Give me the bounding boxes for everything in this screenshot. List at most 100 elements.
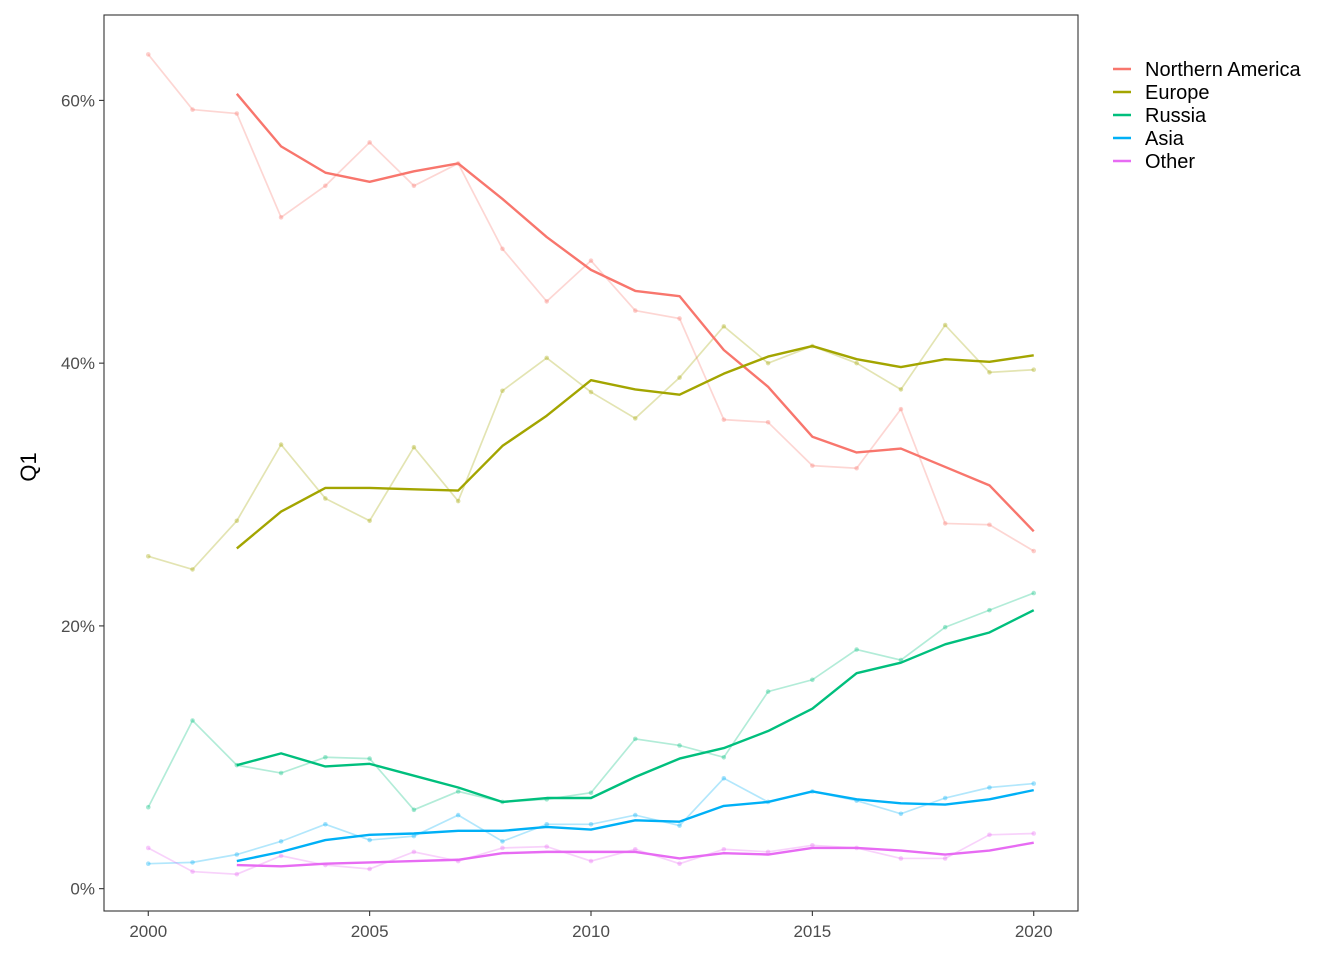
legend-label: Europe — [1145, 82, 1210, 104]
data-point — [677, 743, 682, 748]
data-point — [323, 183, 328, 189]
legend-item-russia: Russia — [1113, 105, 1207, 127]
data-point — [367, 756, 372, 761]
y-tick-label: 20% — [61, 617, 95, 636]
series-layer — [145, 52, 1037, 877]
data-point — [500, 845, 505, 851]
data-point — [367, 518, 372, 524]
data-point — [500, 246, 505, 252]
data-point — [588, 821, 594, 827]
data-point — [987, 607, 992, 613]
data-point — [765, 419, 771, 425]
data-point — [721, 776, 727, 781]
data-point — [721, 754, 727, 760]
legend-label: Other — [1145, 151, 1195, 173]
data-point — [1031, 548, 1037, 554]
raw-line-northern-america — [147, 53, 1035, 552]
data-point — [854, 360, 859, 366]
trend-line-other — [236, 841, 1034, 868]
data-point — [677, 861, 682, 867]
data-point — [234, 852, 240, 857]
data-point — [190, 869, 195, 874]
data-point — [544, 821, 550, 827]
data-point — [765, 689, 771, 694]
data-point — [898, 406, 904, 412]
data-point — [987, 522, 992, 528]
data-point — [588, 389, 594, 395]
data-point — [987, 832, 992, 838]
data-point — [278, 839, 284, 844]
data-point — [278, 215, 284, 220]
y-axis: 0% 20% 40% 60% — [61, 91, 104, 899]
raw-line-russia — [147, 592, 1035, 811]
x-tick-label: 2000 — [129, 922, 167, 941]
data-point — [721, 324, 727, 329]
data-point — [1031, 367, 1037, 373]
series-raw-northern-america — [145, 52, 1037, 554]
trend-line-northern-america — [235, 93, 1035, 533]
data-point — [234, 111, 240, 116]
data-point — [411, 444, 417, 450]
data-point — [721, 846, 727, 852]
data-point — [455, 498, 461, 504]
data-point — [544, 299, 550, 304]
data-point — [987, 370, 992, 375]
data-point — [367, 140, 372, 145]
data-point — [1031, 781, 1037, 786]
series-raw-europe — [145, 322, 1037, 572]
data-point — [190, 860, 195, 865]
data-point — [942, 521, 948, 526]
data-point — [810, 677, 815, 683]
data-point — [632, 846, 638, 852]
data-point — [455, 789, 461, 794]
data-point — [278, 853, 284, 859]
data-point — [854, 465, 859, 471]
data-point — [278, 770, 284, 776]
series-raw-russia — [145, 590, 1037, 813]
data-point — [234, 871, 240, 877]
x-tick-label: 2020 — [1015, 922, 1053, 941]
data-point — [942, 856, 948, 861]
x-tick-label: 2010 — [572, 922, 610, 941]
legend-item-asia: Asia — [1113, 128, 1185, 150]
data-point — [721, 417, 727, 422]
data-point — [145, 804, 151, 810]
data-point — [765, 360, 771, 366]
data-point — [854, 647, 859, 652]
data-point — [632, 416, 638, 421]
data-point — [367, 837, 372, 843]
data-point — [765, 849, 771, 855]
data-point — [632, 736, 638, 742]
plot-panel-border — [103, 14, 1079, 912]
data-point — [190, 718, 195, 723]
data-point — [323, 496, 328, 501]
y-tick-label: 40% — [61, 354, 95, 373]
data-point — [898, 387, 904, 392]
legend-label: Russia — [1145, 105, 1207, 127]
data-point — [145, 861, 151, 867]
data-point — [500, 839, 505, 844]
data-point — [942, 624, 948, 630]
data-point — [145, 553, 151, 559]
data-point — [278, 442, 284, 447]
data-point — [367, 866, 372, 872]
data-point — [411, 833, 417, 839]
data-point — [500, 388, 505, 394]
data-point — [145, 845, 151, 851]
data-point — [588, 258, 594, 263]
data-point — [411, 849, 417, 855]
data-point — [810, 463, 815, 468]
x-tick-label: 2005 — [351, 922, 389, 941]
data-point — [190, 567, 195, 572]
data-point — [898, 811, 904, 817]
data-point — [190, 107, 195, 112]
series-raw-other — [145, 831, 1037, 877]
legend-item-other: Other — [1113, 151, 1195, 173]
data-point — [323, 821, 328, 827]
x-tick-label: 2015 — [793, 922, 831, 941]
data-point — [588, 790, 594, 796]
legend-item-europe: Europe — [1113, 82, 1210, 104]
trend-line-europe — [236, 344, 1034, 550]
